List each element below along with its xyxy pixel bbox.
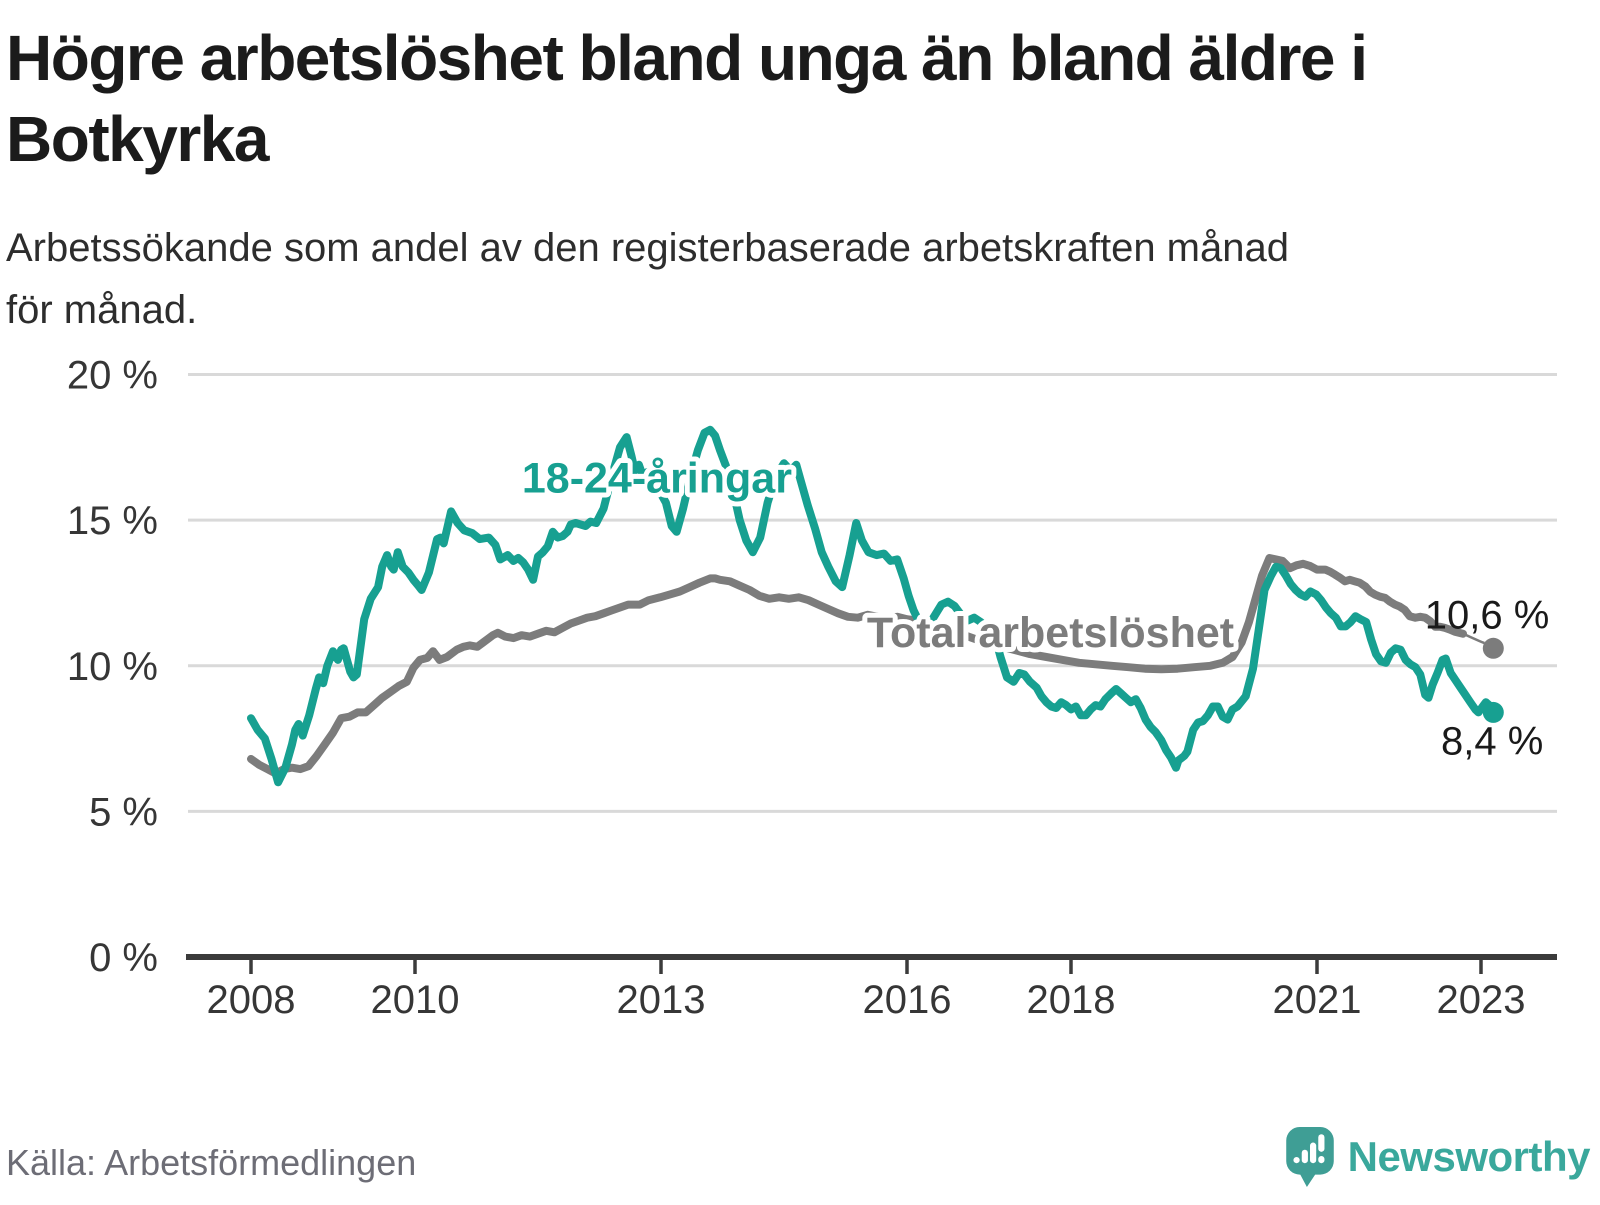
title-line-2: Botkyrka — [6, 103, 269, 176]
line-total — [247, 554, 1467, 778]
subtitle-line-2: för månad. — [6, 287, 198, 332]
x-tick-label-2008: 2008 — [207, 978, 296, 1022]
end-dot-young — [1482, 701, 1504, 723]
end-dot-total — [1482, 637, 1504, 659]
end-value-label-total: 10,6 % — [1425, 593, 1550, 637]
y-tick-label-0: 0 % — [89, 936, 158, 980]
x-tick-label-2023: 2023 — [1437, 978, 1526, 1022]
y-tick-label-15: 15 % — [67, 499, 158, 543]
y-tick-label-10: 10 % — [67, 645, 158, 689]
x-tick-label-2018: 2018 — [1027, 978, 1116, 1022]
brand-wordmark: Newsworthy — [1347, 1133, 1591, 1180]
series-label-total: Total arbetslöshet — [867, 609, 1234, 657]
newsworthy-brand: Newsworthy — [1285, 1126, 1591, 1188]
y-tick-label-5: 5 % — [89, 790, 158, 834]
chart-subtitle: Arbetssökande som andel av den registerb… — [6, 217, 1570, 341]
title-line-1: Högre arbetslöshet bland unga än bland ä… — [6, 22, 1368, 94]
x-tick-label-2021: 2021 — [1273, 978, 1362, 1022]
chart-header: Högre arbetslöshet bland unga än bland ä… — [6, 18, 1570, 341]
y-tick-label-20: 20 % — [67, 354, 158, 398]
subtitle-line-1: Arbetssökande som andel av den registerb… — [6, 225, 1289, 270]
x-tick-label-2013: 2013 — [617, 978, 706, 1022]
x-tick-label-2016: 2016 — [863, 978, 952, 1022]
end-value-label-young: 8,4 % — [1441, 719, 1543, 763]
series-label-young: 18-24-åringar — [522, 455, 792, 503]
page-title: Högre arbetslöshet bland unga än bland ä… — [6, 18, 1570, 181]
newsworthy-bubble-chart-icon — [1285, 1127, 1334, 1187]
x-tick-label-2010: 2010 — [371, 978, 460, 1022]
line-young — [247, 425, 1498, 787]
source-note: Källa: Arbetsförmedlingen — [6, 1142, 417, 1183]
